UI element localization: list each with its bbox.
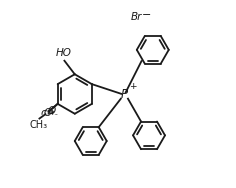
Text: −: − bbox=[142, 10, 151, 20]
Text: O: O bbox=[47, 106, 55, 116]
Text: CH₃: CH₃ bbox=[30, 120, 48, 130]
Text: CH₃: CH₃ bbox=[41, 110, 59, 120]
Text: O: O bbox=[43, 108, 51, 118]
Bar bbox=[32, 115, 73, 137]
Text: +: + bbox=[129, 82, 137, 91]
Text: HO: HO bbox=[55, 49, 72, 58]
Text: Br: Br bbox=[130, 12, 142, 22]
Text: P: P bbox=[121, 88, 128, 102]
